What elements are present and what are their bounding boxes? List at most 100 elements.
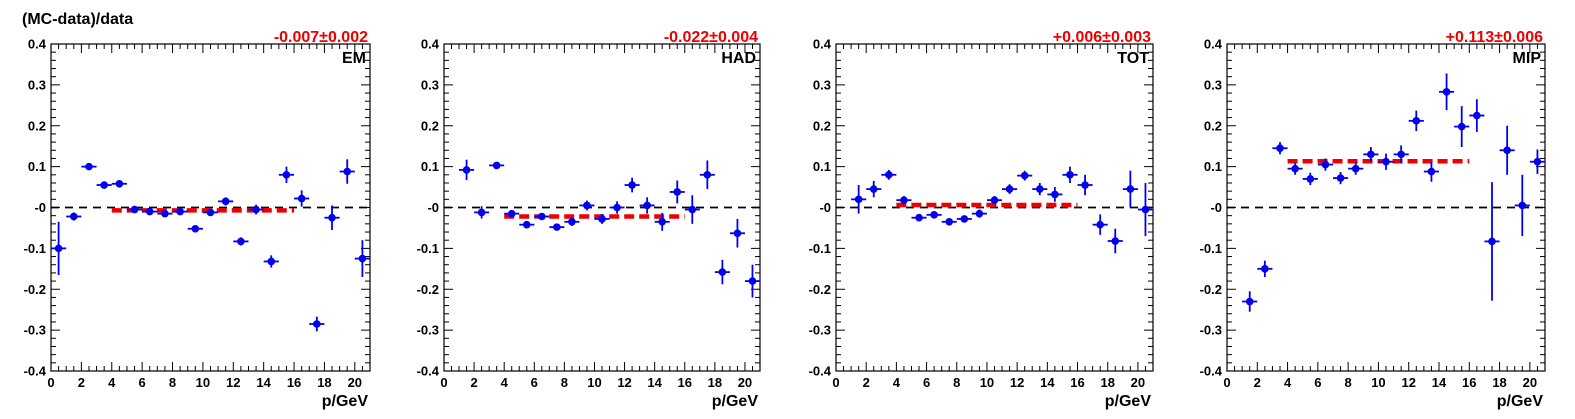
- x-tick-label: 0: [440, 375, 447, 390]
- y-tick-label: -0.4: [417, 364, 440, 379]
- data-point: [1499, 125, 1515, 175]
- data-point: [1514, 174, 1530, 237]
- data-point: [639, 197, 655, 214]
- marker: [930, 211, 938, 219]
- x-tick-label: 10: [1371, 375, 1385, 390]
- y-tick-label: 0.1: [1204, 159, 1222, 174]
- data-point: [504, 209, 520, 218]
- data-point: [142, 207, 158, 216]
- marker: [130, 205, 139, 214]
- marker: [975, 209, 984, 218]
- data-point: [609, 201, 625, 214]
- x-tick-label: 10: [196, 375, 210, 390]
- data-point: [51, 221, 67, 275]
- x-tick-label: 20: [1523, 375, 1537, 390]
- y-tick-label: -0.1: [809, 241, 831, 256]
- marker: [1096, 220, 1104, 229]
- data-point: [1272, 142, 1288, 155]
- data-point: [1002, 184, 1018, 195]
- y-tick-label: 0.2: [813, 118, 831, 133]
- data-point: [172, 207, 188, 216]
- data-point: [1363, 147, 1379, 162]
- data-point: [1469, 99, 1485, 132]
- y-tick-label: 0.3: [1204, 77, 1222, 92]
- panel-label: EM: [342, 50, 366, 67]
- x-tick-label: 0: [47, 375, 54, 390]
- data-point: [1439, 73, 1455, 111]
- data-point: [459, 159, 475, 181]
- panel-tot: -0.4 -0.3 -0.2 -0.1 -0 0.1 0.2 0.3 0.4 0 2 4 6 8 10 12 1…: [809, 29, 1154, 410]
- marker: [1351, 164, 1360, 173]
- data-point: [699, 160, 715, 190]
- x-tick-label: 2: [1254, 375, 1261, 390]
- y-tick-label: 0.3: [421, 77, 439, 92]
- marker: [1261, 265, 1269, 273]
- data-point: [1317, 158, 1333, 171]
- marker: [221, 197, 230, 206]
- y-tick-label: -0.3: [1200, 323, 1222, 338]
- x-tick-label: 16: [678, 375, 692, 390]
- marker: [522, 220, 531, 229]
- data-point: [729, 218, 745, 248]
- panel-had: -0.4 -0.3 -0.2 -0.1 -0 0.1 0.2 0.3 0.4 0 2 4 6 8 10 12 1…: [417, 29, 761, 410]
- data-point: [1484, 182, 1500, 301]
- marker: [54, 244, 63, 253]
- y-tick-label: -0.2: [809, 282, 831, 297]
- data-point: [971, 209, 987, 218]
- data-point: [926, 211, 942, 219]
- marker: [1321, 160, 1330, 169]
- y-tick-label: -0: [34, 200, 46, 215]
- marker: [915, 213, 923, 222]
- marker: [613, 203, 621, 212]
- data-point: [1122, 170, 1138, 208]
- x-tick-label: 4: [501, 375, 509, 390]
- marker: [100, 181, 108, 189]
- fit-result-label: +0.113±0.006: [1446, 29, 1543, 46]
- marker: [1518, 201, 1527, 210]
- data-point: [324, 205, 340, 230]
- x-tick-label: 18: [708, 375, 722, 390]
- panel-em: -0.4 -0.3 -0.2 -0.1 -0 0.1 0.2 0.3 0.4 0 2 4 6 8 10 12 1…: [24, 29, 371, 410]
- x-tick-label: 8: [169, 375, 176, 390]
- data-point: [1017, 170, 1033, 181]
- marker: [1276, 144, 1284, 153]
- marker: [703, 171, 712, 179]
- data-point: [474, 206, 490, 219]
- marker: [658, 218, 666, 226]
- x-tick-label: 12: [617, 375, 631, 390]
- marker: [1397, 150, 1405, 159]
- x-tick-label: 4: [108, 375, 116, 390]
- data-point: [1257, 260, 1273, 277]
- data-point: [986, 196, 1003, 205]
- y-tick-label: 0.1: [421, 159, 439, 174]
- data-point: [1378, 153, 1394, 170]
- x-tick-label: 4: [1284, 375, 1292, 390]
- marker: [643, 201, 651, 210]
- marker: [673, 188, 682, 196]
- data-point: [896, 196, 912, 205]
- x-tick-label: 2: [78, 375, 85, 390]
- data-point: [1062, 166, 1078, 183]
- data-point: [549, 223, 565, 231]
- data-point: [1393, 145, 1409, 164]
- marker: [1005, 185, 1014, 193]
- x-tick-label: 6: [923, 375, 930, 390]
- marker: [869, 185, 878, 193]
- data-point: [339, 159, 355, 184]
- marker: [85, 162, 93, 171]
- marker: [945, 218, 954, 226]
- marker: [328, 213, 336, 222]
- data-point: [624, 177, 640, 193]
- data-point: [81, 162, 97, 171]
- marker: [507, 209, 516, 218]
- marker: [462, 166, 471, 174]
- marker: [267, 257, 276, 266]
- x-tick-label: 20: [348, 375, 362, 390]
- y-tick-label: 0.4: [813, 37, 832, 52]
- data-point: [1242, 291, 1258, 312]
- x-axis-label: p/GeV: [712, 393, 759, 410]
- data-point: [187, 224, 203, 233]
- marker: [1503, 146, 1511, 155]
- marker: [1291, 164, 1299, 173]
- marker: [1066, 171, 1074, 179]
